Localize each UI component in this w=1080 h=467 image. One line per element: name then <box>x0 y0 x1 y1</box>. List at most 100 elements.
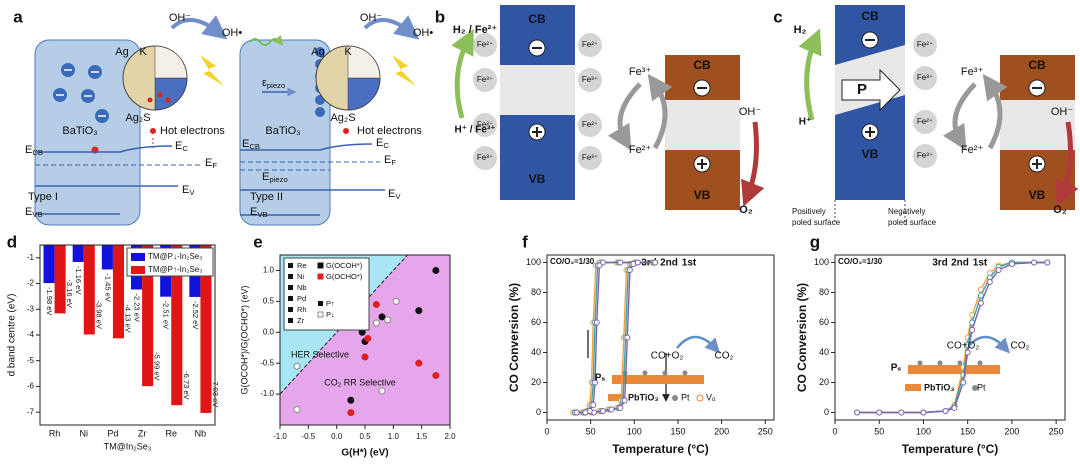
label: BaTiO₃ <box>62 125 97 137</box>
y-tick-label: 100 <box>526 257 541 267</box>
label: Hot electrons <box>357 125 422 137</box>
label: EF <box>205 157 217 170</box>
x-tick-label: Ni <box>80 428 89 438</box>
label: H⁺ <box>799 117 812 128</box>
y-tick-label: 0 <box>536 407 541 417</box>
panel-letter: f <box>522 232 528 251</box>
y-tick-label: -5 <box>27 356 35 365</box>
label: Fe³⁺ <box>582 153 598 162</box>
label: OH• <box>222 27 243 39</box>
point <box>624 334 631 341</box>
point <box>592 379 599 386</box>
point <box>854 409 861 416</box>
label: CO₂ <box>1011 341 1030 352</box>
point <box>432 372 440 380</box>
point <box>372 319 380 327</box>
point <box>1031 259 1038 266</box>
point <box>942 408 949 414</box>
point <box>582 409 589 416</box>
point <box>372 300 380 308</box>
label-main: E <box>182 184 189 196</box>
point <box>293 406 301 414</box>
label: Hot electrons <box>160 125 225 137</box>
point <box>392 297 400 305</box>
y-axis-label: d band centre (eV) <box>7 294 18 377</box>
x-tick-label: 100 <box>627 426 642 436</box>
label: CO+O₂ <box>651 351 684 362</box>
x-tick-label: 150 <box>670 426 685 436</box>
label: Ag <box>311 46 324 58</box>
legend-marker <box>288 307 293 312</box>
label: Fe²⁺ <box>477 120 493 129</box>
y-tick-label: -1.0 <box>260 389 274 398</box>
legend-label: Ni <box>297 272 304 281</box>
bar <box>200 245 212 413</box>
label: poled surface <box>888 218 937 227</box>
annotation: CO₂ RR Selective <box>324 377 396 387</box>
bar <box>101 245 113 270</box>
bar <box>43 245 55 284</box>
label-main: E <box>250 206 257 218</box>
label-main: E <box>242 138 249 150</box>
label: CB <box>528 12 546 26</box>
y-tick-label: -4 <box>27 330 35 339</box>
label: Fe³⁺ <box>629 66 652 78</box>
label: Fe²⁺ <box>917 40 933 49</box>
x-axis-label: Temperature (°C) <box>612 442 709 456</box>
label-main: E <box>175 140 182 152</box>
label: OH⁻ <box>1051 106 1074 118</box>
label: EVB <box>25 206 43 219</box>
label: O₂ <box>1053 204 1067 216</box>
panel-letter: g <box>810 232 820 251</box>
point <box>960 379 967 386</box>
label: K <box>139 46 147 58</box>
annotation: CO/O₂=1/30 <box>838 257 883 266</box>
x-axis-label: Temperature (°C) <box>902 442 999 456</box>
label-sub: F <box>391 158 396 167</box>
legend-label: TM@P↑-In₂Se₃ <box>148 265 203 274</box>
y-axis-label: CO Conversion (%) <box>507 283 521 392</box>
x-tick-label: Pd <box>107 428 118 438</box>
x-tick-label: 250 <box>1049 426 1064 436</box>
label: OH⁻ <box>739 106 762 118</box>
label: Pₛ <box>891 363 902 374</box>
bar <box>54 245 66 314</box>
label: CO+O₂ <box>947 341 980 352</box>
label-main: E <box>262 171 269 183</box>
label: Type II <box>250 191 283 203</box>
y-tick-label: 40 <box>531 347 541 357</box>
point <box>590 402 597 408</box>
label-sub: V <box>189 188 195 197</box>
point <box>617 405 624 411</box>
legend-label: 3rd <box>932 258 948 269</box>
point <box>1044 259 1051 266</box>
label: VB <box>1029 188 1046 202</box>
legend-marker <box>288 274 293 279</box>
annotation: HER Selective <box>291 349 349 359</box>
label-main: E <box>25 144 32 156</box>
panel-b-art <box>451 5 765 210</box>
label: Fe³⁺ <box>917 151 933 160</box>
legend-label: Pd <box>297 294 306 303</box>
y-tick-label: -3 <box>27 304 35 313</box>
label: H₂ / Fe²⁺ <box>453 24 498 36</box>
bar <box>171 245 183 406</box>
x-tick-label: 50 <box>874 426 884 436</box>
label: PbTiO₃ <box>628 392 659 402</box>
legend-label: Pt <box>977 382 986 392</box>
legend-swatch <box>131 253 145 261</box>
point <box>432 266 440 274</box>
point <box>986 279 993 285</box>
label-sub: CB <box>249 142 260 151</box>
value-label: -5.99 eV <box>153 352 162 380</box>
annotation: CO/O₂=1/30 <box>550 257 595 266</box>
point <box>347 396 355 404</box>
panel-letter: c <box>773 7 782 26</box>
label-main: ε <box>262 77 267 89</box>
label: EC <box>175 140 188 153</box>
x-tick-label: Rh <box>49 428 61 438</box>
point <box>378 313 386 321</box>
legend-marker <box>317 273 324 280</box>
label: Fe²⁺ <box>917 117 933 126</box>
label-sub: VB <box>32 210 42 219</box>
